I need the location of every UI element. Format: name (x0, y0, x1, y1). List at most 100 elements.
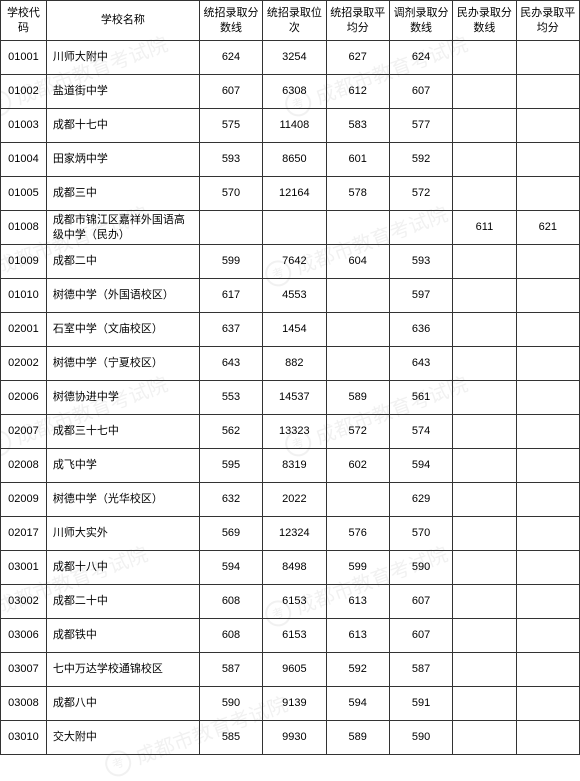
cell-tiaoji-score: 624 (389, 41, 452, 75)
cell-minban-score (453, 551, 516, 585)
cell-name: 成都二十中 (46, 585, 199, 619)
cell-minban-score (453, 619, 516, 653)
cell-tongzhao-score: 595 (199, 449, 262, 483)
cell-minban-avg (516, 653, 579, 687)
cell-tongzhao-avg (326, 483, 389, 517)
cell-tiaoji-score: 607 (389, 619, 452, 653)
col-header-tongzhao-avg: 统招录取平均分 (326, 1, 389, 41)
cell-tongzhao-avg: 594 (326, 687, 389, 721)
cell-tongzhao-rank: 882 (263, 347, 326, 381)
cell-tongzhao-avg: 589 (326, 381, 389, 415)
cell-tiaoji-score: 590 (389, 551, 452, 585)
cell-code: 02008 (1, 449, 47, 483)
cell-tongzhao-avg: 601 (326, 143, 389, 177)
table-row: 02017川师大实外56912324576570 (1, 517, 580, 551)
table-row: 02001石室中学（文庙校区）6371454636 (1, 313, 580, 347)
col-header-name: 学校名称 (46, 1, 199, 41)
cell-tiaoji-score: 593 (389, 245, 452, 279)
cell-minban-avg (516, 687, 579, 721)
cell-name: 盐道街中学 (46, 75, 199, 109)
col-header-tiaoji-score: 调剂录取分数线 (389, 1, 452, 41)
cell-minban-avg (516, 143, 579, 177)
cell-minban-score (453, 449, 516, 483)
cell-tongzhao-avg: 613 (326, 585, 389, 619)
cell-minban-avg (516, 517, 579, 551)
cell-code: 02001 (1, 313, 47, 347)
cell-minban-score (453, 653, 516, 687)
table-row: 03007七中万达学校通锦校区5879605592587 (1, 653, 580, 687)
table-row: 03006成都铁中6086153613607 (1, 619, 580, 653)
cell-tongzhao-rank: 9930 (263, 721, 326, 755)
cell-minban-score (453, 279, 516, 313)
cell-tongzhao-score: 587 (199, 653, 262, 687)
cell-tongzhao-score: 632 (199, 483, 262, 517)
cell-name: 成飞中学 (46, 449, 199, 483)
cell-minban-avg: 621 (516, 211, 579, 245)
table-row: 02002树德中学（宁夏校区）643882643 (1, 347, 580, 381)
cell-tongzhao-rank: 6153 (263, 619, 326, 653)
cell-tiaoji-score (389, 211, 452, 245)
cell-tongzhao-score: 599 (199, 245, 262, 279)
cell-code: 02007 (1, 415, 47, 449)
cell-tongzhao-avg: 578 (326, 177, 389, 211)
cell-name: 树德中学（外国语校区） (46, 279, 199, 313)
table-row: 03002成都二十中6086153613607 (1, 585, 580, 619)
cell-tiaoji-score: 594 (389, 449, 452, 483)
cell-tongzhao-avg: 599 (326, 551, 389, 585)
cell-name: 七中万达学校通锦校区 (46, 653, 199, 687)
cell-minban-avg (516, 381, 579, 415)
cell-code: 01001 (1, 41, 47, 75)
cell-tongzhao-rank: 13323 (263, 415, 326, 449)
cell-tongzhao-rank: 9139 (263, 687, 326, 721)
cell-tongzhao-avg (326, 347, 389, 381)
cell-minban-score (453, 483, 516, 517)
cell-tongzhao-rank: 6308 (263, 75, 326, 109)
cell-name: 成都铁中 (46, 619, 199, 653)
cell-tongzhao-rank: 8319 (263, 449, 326, 483)
cell-tongzhao-score: 562 (199, 415, 262, 449)
cell-code: 03002 (1, 585, 47, 619)
cell-tiaoji-score: 643 (389, 347, 452, 381)
table-row: 01001川师大附中6243254627624 (1, 41, 580, 75)
cell-code: 03010 (1, 721, 47, 755)
cell-code: 01003 (1, 109, 47, 143)
cell-minban-score (453, 585, 516, 619)
cell-tongzhao-rank: 1454 (263, 313, 326, 347)
cell-name: 成都十七中 (46, 109, 199, 143)
cell-tongzhao-rank: 7642 (263, 245, 326, 279)
cell-tongzhao-score: 624 (199, 41, 262, 75)
cell-tongzhao-avg (326, 279, 389, 313)
cell-minban-avg (516, 585, 579, 619)
cell-tiaoji-score: 607 (389, 585, 452, 619)
cell-name: 川师大实外 (46, 517, 199, 551)
cell-minban-score (453, 143, 516, 177)
cell-tiaoji-score: 591 (389, 687, 452, 721)
cell-minban-score (453, 41, 516, 75)
cell-tongzhao-avg: 576 (326, 517, 389, 551)
cell-code: 03008 (1, 687, 47, 721)
cell-name: 成都三十七中 (46, 415, 199, 449)
cell-tongzhao-rank: 3254 (263, 41, 326, 75)
cell-tiaoji-score: 574 (389, 415, 452, 449)
table-row: 01003成都十七中57511408583577 (1, 109, 580, 143)
cell-code: 03001 (1, 551, 47, 585)
cell-minban-avg (516, 415, 579, 449)
cell-minban-avg (516, 41, 579, 75)
cell-tongzhao-avg: 613 (326, 619, 389, 653)
cell-tiaoji-score: 561 (389, 381, 452, 415)
cell-tongzhao-score: 594 (199, 551, 262, 585)
cell-name: 成都二中 (46, 245, 199, 279)
col-header-code: 学校代码 (1, 1, 47, 41)
col-header-tongzhao-score: 统招录取分数线 (199, 1, 262, 41)
cell-minban-score (453, 313, 516, 347)
cell-tongzhao-rank (263, 211, 326, 245)
cell-tiaoji-score: 636 (389, 313, 452, 347)
cell-tongzhao-score: 590 (199, 687, 262, 721)
cell-minban-score: 611 (453, 211, 516, 245)
table-row: 02007成都三十七中56213323572574 (1, 415, 580, 449)
cell-tiaoji-score: 629 (389, 483, 452, 517)
cell-tongzhao-score: 637 (199, 313, 262, 347)
cell-minban-avg (516, 177, 579, 211)
cell-tongzhao-score: 570 (199, 177, 262, 211)
cell-tongzhao-rank: 4553 (263, 279, 326, 313)
